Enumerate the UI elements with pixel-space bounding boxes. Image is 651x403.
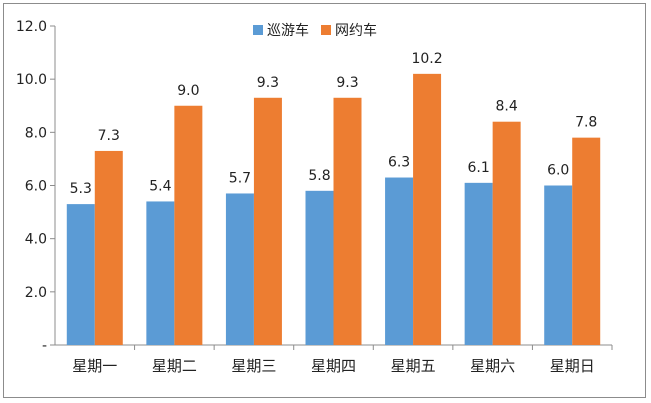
data-label-series-1: 5.8 [308, 168, 330, 184]
bar-series-1 [464, 182, 493, 345]
y-tick-label: 4.0 [25, 232, 47, 248]
bar-series-2 [572, 137, 601, 345]
data-label-series-1: 6.1 [468, 160, 490, 176]
x-tick-label: 星期日 [550, 357, 595, 375]
legend-label-series-2: 网约车 [335, 23, 377, 39]
x-tick-label: 星期三 [231, 357, 276, 375]
legend: 巡游车 网约车 [253, 20, 377, 40]
legend-item-series-2: 网约车 [321, 20, 377, 40]
legend-label-series-1: 巡游车 [267, 23, 309, 39]
data-label-series-1: 5.4 [149, 178, 171, 194]
bar-series-1 [544, 185, 573, 345]
bar-series-1 [305, 190, 334, 345]
x-tick-label: 星期二 [152, 357, 197, 375]
legend-swatch-series-2 [321, 25, 331, 35]
x-tick-label: 星期四 [311, 357, 356, 375]
data-label-series-1: 6.0 [547, 163, 569, 179]
legend-item-series-1: 巡游车 [253, 20, 309, 40]
bar-series-1 [146, 201, 175, 345]
y-tick-label: 10.0 [16, 72, 47, 88]
bar-series-2 [333, 97, 362, 346]
data-label-series-1: 5.7 [229, 170, 251, 186]
bar-series-2 [174, 105, 203, 345]
data-label-series-2: 9.3 [336, 75, 358, 91]
data-label-series-1: 6.3 [388, 155, 410, 171]
bar-series-1 [385, 177, 414, 345]
data-label-series-2: 10.2 [411, 51, 442, 67]
bar-series-2 [94, 150, 123, 345]
y-tick-label: 2.0 [25, 285, 47, 301]
bar-series-2 [253, 97, 282, 346]
bar-series-2 [413, 73, 442, 345]
data-label-series-2: 7.8 [575, 115, 597, 131]
data-label-series-2: 9.0 [177, 83, 199, 99]
x-tick-label: 星期五 [391, 357, 436, 375]
data-label-series-2: 8.4 [496, 99, 518, 115]
bar-series-1 [66, 204, 95, 345]
legend-swatch-series-1 [253, 25, 263, 35]
x-tick-label: 星期一 [72, 357, 117, 375]
y-tick-label: 12.0 [16, 19, 47, 35]
data-label-series-1: 5.3 [70, 181, 92, 197]
data-label-series-2: 7.3 [98, 128, 120, 144]
x-tick-label: 星期六 [470, 357, 515, 375]
y-tick-label: 8.0 [25, 125, 47, 141]
y-tick-label: 6.0 [25, 179, 47, 195]
bar-series-1 [225, 193, 254, 345]
y-tick-label: - [42, 338, 47, 354]
data-label-series-2: 9.3 [257, 75, 279, 91]
bar-series-2 [492, 121, 521, 345]
